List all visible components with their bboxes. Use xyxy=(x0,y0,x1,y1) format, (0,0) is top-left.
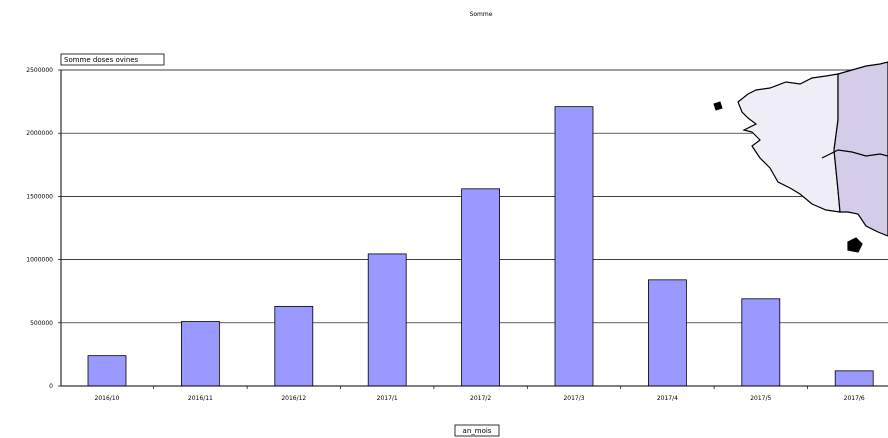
map-region-border xyxy=(821,149,888,159)
x-tick-label: 2016/10 xyxy=(95,395,120,402)
x-tick-label: 2017/1 xyxy=(377,395,398,402)
chart-title: Somme xyxy=(470,11,493,18)
x-tick-labels: 2016/10 2016/11 2016/12 2017/1 2017/2 2017/3 2… xyxy=(95,386,865,402)
x-tick-label: 2017/3 xyxy=(563,395,584,402)
bar-2017-1 xyxy=(367,253,407,387)
x-tick-label: 2017/4 xyxy=(657,395,678,402)
bar-2017-3 xyxy=(554,106,594,387)
y-tick-label: 2000000 xyxy=(26,130,53,137)
x-tick-label: 2016/11 xyxy=(188,395,213,402)
map-island xyxy=(847,237,863,253)
y-tick-label: 500000 xyxy=(30,320,53,327)
x-tick-label: 2016/12 xyxy=(281,395,306,402)
y-tick-label: 0 xyxy=(49,383,53,390)
x-tick-label: 2017/2 xyxy=(470,395,491,402)
x-axis-label-box: an_mois xyxy=(454,424,500,437)
series-label-box: Somme doses ovines xyxy=(60,53,165,66)
map-region-east xyxy=(833,61,888,237)
x-tick-label: 2017/5 xyxy=(750,395,771,402)
series-label: Somme doses ovines xyxy=(64,56,139,64)
x-axis-label: an_mois xyxy=(463,427,492,435)
x-tick-label: 2017/6 xyxy=(844,395,865,402)
region-map-image xyxy=(713,61,888,253)
bar-2016-12 xyxy=(274,305,314,387)
map-islet xyxy=(713,101,723,111)
y-tick-label: 1500000 xyxy=(26,193,53,200)
bar-2016-10 xyxy=(87,355,127,387)
y-tick-label: 2500000 xyxy=(26,67,53,74)
y-tick-label: 1000000 xyxy=(26,257,53,264)
map-region-west xyxy=(737,73,841,213)
bar-2017-4 xyxy=(648,279,687,387)
bar-2017-5 xyxy=(741,298,781,387)
bar-2016-11 xyxy=(180,321,220,387)
bar-2017-6 xyxy=(834,370,874,387)
bars xyxy=(87,106,874,387)
bar-2017-2 xyxy=(461,188,501,387)
